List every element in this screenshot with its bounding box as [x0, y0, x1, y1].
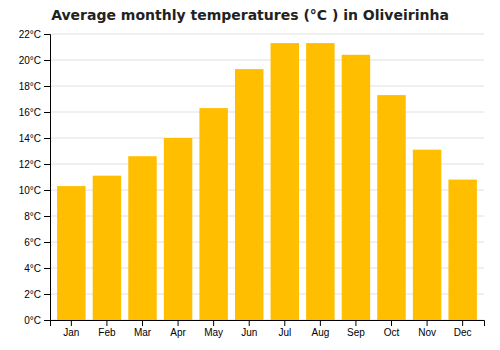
tick-label: 22°C	[19, 29, 41, 40]
bar	[164, 138, 192, 320]
title: Average monthly temperatures (°C ) in Ol…	[51, 7, 449, 23]
tick: Sep	[347, 320, 365, 338]
tick-mark	[44, 242, 50, 243]
tick: 22°C	[19, 29, 50, 40]
grid-line	[50, 138, 484, 139]
tick-label: Jun	[241, 327, 257, 338]
tick-label: 10°C	[19, 185, 41, 196]
tick-label: Apr	[170, 327, 186, 338]
bar	[271, 43, 299, 320]
tick-label: Oct	[384, 327, 400, 338]
chart: 0°C 2°C 4°C 6°C 8°C 10°C 12°C 14°C 16°C 18°C 20°C 2…	[0, 0, 500, 350]
tick-mark	[44, 320, 50, 321]
tick-label: 20°C	[19, 55, 41, 66]
y-axis: 0°C 2°C 4°C 6°C 8°C 10°C 12°C 14°C 16°C 18°C 20°C 2…	[19, 29, 51, 326]
tick: Nov	[418, 320, 436, 338]
tick-label: 16°C	[19, 107, 41, 118]
tick-mark	[44, 268, 50, 269]
tick-mark	[284, 320, 285, 326]
tick-label: Nov	[418, 327, 436, 338]
grid-line	[50, 34, 484, 35]
tick: 8°C	[24, 211, 50, 222]
tick: 14°C	[19, 133, 50, 144]
tick: 20°C	[19, 55, 50, 66]
tick-label: 12°C	[19, 159, 41, 170]
tick: Dec	[454, 320, 472, 338]
tick-label: 0°C	[24, 315, 41, 326]
tick-label: Dec	[454, 327, 472, 338]
tick: 0°C	[24, 315, 50, 326]
tick: Jun	[241, 320, 257, 338]
bars	[57, 43, 477, 320]
bar	[448, 180, 476, 320]
bar	[342, 55, 370, 320]
tick-label: Jul	[278, 327, 291, 338]
tick: 12°C	[19, 159, 50, 170]
x-axis: Jan Feb Mar Apr May Jun Jul Aug Sep Oct Nov Dec	[51, 320, 485, 338]
tick-mark	[427, 320, 428, 326]
tick: Feb	[98, 320, 116, 338]
tick-label: 14°C	[19, 133, 41, 144]
tick-mark	[213, 320, 214, 326]
tick-mark	[142, 320, 143, 326]
tick: Mar	[134, 320, 152, 338]
bar	[235, 69, 263, 320]
bar	[377, 95, 405, 320]
tick-label: 4°C	[24, 263, 41, 274]
tick-mark	[44, 294, 50, 295]
tick-mark	[44, 190, 50, 191]
tick: Jul	[278, 320, 291, 338]
grid-line	[50, 86, 484, 87]
tick-label: 6°C	[24, 237, 41, 248]
tick-mark	[106, 320, 107, 326]
tick-mark	[44, 34, 50, 35]
bar	[306, 43, 334, 320]
bar	[128, 156, 156, 320]
tick-label: 8°C	[24, 211, 41, 222]
tick-label: May	[204, 327, 223, 338]
plot-area: 0°C 2°C 4°C 6°C 8°C 10°C 12°C 14°C 16°C 18°C 20°C 2…	[19, 29, 485, 338]
tick-mark	[44, 138, 50, 139]
tick-mark	[320, 320, 321, 326]
tick-mark	[178, 320, 179, 326]
tick-label: Feb	[98, 327, 116, 338]
tick-mark	[462, 320, 463, 326]
tick: May	[204, 320, 223, 338]
tick-mark	[44, 216, 50, 217]
tick: 2°C	[24, 289, 50, 300]
axis-line	[44, 35, 51, 321]
tick: 6°C	[24, 237, 50, 248]
tick-label: Sep	[347, 327, 365, 338]
tick: Apr	[170, 320, 186, 338]
bar	[57, 186, 85, 320]
tick-mark	[44, 112, 50, 113]
tick-label: 2°C	[24, 289, 41, 300]
bar	[93, 176, 121, 320]
tick-mark	[71, 320, 72, 326]
tick-mark	[44, 60, 50, 61]
tick-mark	[355, 320, 356, 326]
tick-mark	[44, 86, 50, 87]
grid	[50, 34, 484, 320]
tick: 16°C	[19, 107, 50, 118]
tick-label: Jan	[63, 327, 79, 338]
tick-mark	[391, 320, 392, 326]
axis-line	[51, 321, 485, 327]
tick: Jan	[63, 320, 79, 338]
tick-mark	[249, 320, 250, 326]
tick: 18°C	[19, 81, 50, 92]
grid-line	[50, 60, 484, 61]
tick-label: Aug	[311, 327, 329, 338]
tick: 4°C	[24, 263, 50, 274]
tick-label: Mar	[134, 327, 152, 338]
tick: Oct	[384, 320, 400, 338]
bar	[199, 108, 227, 320]
tick-mark	[44, 164, 50, 165]
bar	[413, 150, 441, 320]
tick: 10°C	[19, 185, 50, 196]
tick-label: 18°C	[19, 81, 41, 92]
grid-line	[50, 112, 484, 113]
tick: Aug	[311, 320, 329, 338]
